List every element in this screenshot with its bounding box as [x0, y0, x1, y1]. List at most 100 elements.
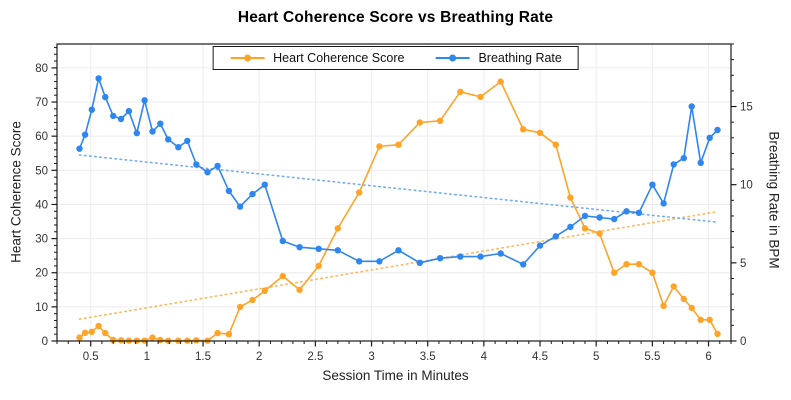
data-point [649, 181, 656, 188]
series-line-0 [78, 80, 719, 342]
data-point [225, 331, 233, 338]
data-point [680, 154, 687, 162]
data-point [249, 190, 256, 198]
data-point [149, 334, 156, 341]
data-point [214, 162, 221, 170]
data-point [611, 215, 618, 223]
data-point [457, 253, 464, 260]
data-point [117, 115, 125, 123]
data-point [680, 295, 687, 303]
data-point [660, 200, 667, 207]
data-point [635, 261, 643, 268]
data-point [660, 302, 667, 309]
data-point [356, 258, 363, 265]
y-right-tick-label: 15 [740, 102, 753, 114]
x-tick-label: 0.5 [83, 351, 99, 363]
data-point [567, 194, 574, 201]
y-left-tick-label: 60 [35, 131, 48, 143]
x-tick-label: 5.5 [644, 351, 660, 363]
data-point [193, 161, 200, 168]
x-tick-label: 2.5 [307, 351, 323, 363]
data-point [81, 329, 89, 336]
data-point [697, 159, 704, 166]
data-point [296, 244, 303, 251]
data-point [81, 131, 89, 138]
y-left-tick-label: 20 [35, 268, 48, 280]
chart-legend: Heart Coherence Score Breathing Rate [212, 46, 579, 70]
y-left-tick-label: 40 [35, 199, 48, 211]
data-point [236, 303, 244, 311]
data-point [102, 93, 109, 101]
data-point [214, 329, 221, 337]
data-point [133, 129, 140, 137]
legend-item-breathing-rate[interactable]: Breathing Rate [434, 51, 562, 65]
data-point [356, 189, 363, 196]
plot-frame [56, 43, 732, 342]
data-point [706, 316, 713, 323]
data-point [95, 75, 102, 82]
y-left-tick-label: 10 [35, 302, 48, 314]
data-point [95, 322, 102, 330]
data-point [611, 269, 618, 276]
series-line-1 [78, 77, 719, 266]
data-point [165, 136, 172, 143]
data-point [536, 242, 544, 249]
data-point [261, 287, 268, 294]
data-point [670, 161, 677, 168]
y-left-tick-label: 80 [35, 63, 48, 75]
legend-label-heart-coherence: Heart Coherence Score [273, 51, 405, 65]
data-point [175, 144, 182, 151]
data-point [714, 330, 721, 337]
data-point [149, 128, 156, 135]
x-tick-label: 1 [144, 351, 150, 363]
y-right-tick-label: 10 [740, 180, 753, 192]
x-tick-label: 2 [256, 351, 262, 363]
y-left-tick-label: 50 [35, 165, 48, 177]
data-point [236, 203, 244, 210]
legend-marker-heart-coherence [230, 54, 265, 62]
data-point [552, 233, 559, 240]
y-left-tick-label: 30 [35, 234, 48, 246]
data-point [279, 272, 286, 280]
data-point [416, 119, 423, 126]
chart-title: Heart Coherence Score vs Breathing Rate [237, 9, 554, 26]
y-axis-label-right: Breathing Rate in BPM [766, 131, 782, 269]
data-point [623, 261, 630, 268]
x-axis-label: Session Time in Minutes [322, 368, 469, 383]
data-point [376, 258, 383, 265]
data-point [520, 126, 527, 133]
data-point [477, 253, 484, 260]
data-point [125, 108, 133, 115]
trend-line-1 [78, 154, 719, 223]
x-tick-label: 4 [481, 351, 488, 363]
data-point [376, 143, 383, 150]
legend-label-breathing-rate: Breathing Rate [478, 51, 562, 65]
data-point [225, 187, 233, 195]
x-tick-label: 5 [593, 351, 599, 363]
data-point [117, 337, 125, 344]
data-point [157, 120, 164, 127]
data-point [436, 255, 444, 262]
data-point [688, 103, 695, 110]
data-point [315, 245, 322, 252]
data-point [296, 286, 303, 293]
data-point [395, 141, 402, 148]
data-point [596, 214, 603, 221]
data-point [184, 137, 191, 145]
data-point [315, 262, 322, 270]
data-point [581, 225, 589, 232]
data-point [581, 212, 589, 220]
data-point [497, 78, 504, 85]
data-point [649, 269, 656, 276]
data-point [76, 334, 83, 341]
data-point [436, 117, 444, 125]
data-point [623, 208, 630, 215]
data-point [477, 93, 484, 101]
data-point [567, 223, 574, 231]
data-point [204, 169, 211, 176]
y-left-tick-label: 0 [42, 336, 48, 348]
legend-item-heart-coherence[interactable]: Heart Coherence Score [229, 51, 404, 65]
y-left-tick-label: 70 [35, 97, 48, 109]
